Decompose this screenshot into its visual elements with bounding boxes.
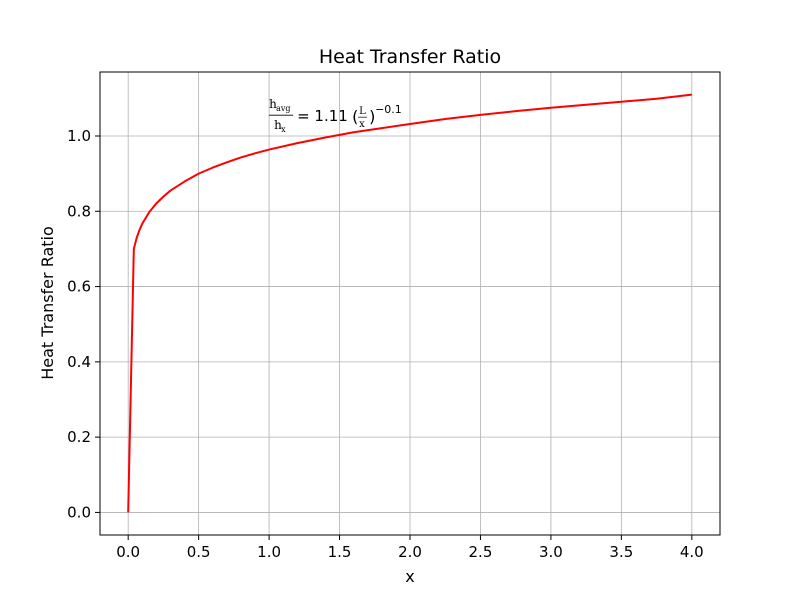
y-axis-label: Heat Transfer Ratio <box>38 226 57 380</box>
grid-lines <box>100 72 720 535</box>
series-line <box>127 93 692 513</box>
y-tick-label: 0.6 <box>67 278 91 296</box>
y-tick-label: 1.0 <box>67 127 91 145</box>
y-tick-label: 0.4 <box>67 353 91 371</box>
y-tick-label: 0.0 <box>67 503 91 521</box>
x-tick-label: 2.5 <box>469 543 493 561</box>
annotation-inner-numerator: L <box>359 106 366 117</box>
x-tick-label: 0.5 <box>187 543 211 561</box>
series-layer <box>127 93 692 513</box>
x-tick-label: 2.0 <box>398 543 422 561</box>
x-tick-label: 3.5 <box>609 543 633 561</box>
annotation-inner-denominator: x <box>359 119 365 130</box>
x-axis-label: x <box>405 567 414 586</box>
x-tick-label: 4.0 <box>680 543 704 561</box>
annotation-denominator-sub: x <box>281 125 286 134</box>
annotation-numerator: h <box>269 97 277 111</box>
x-tick-label: 1.0 <box>257 543 281 561</box>
x-tick-label: 1.5 <box>328 543 352 561</box>
annotation-paren-open: ( <box>352 107 358 126</box>
x-tick-label: 3.0 <box>539 543 563 561</box>
x-tick-label: 0.0 <box>116 543 140 561</box>
y-tick-label: 0.8 <box>67 202 91 220</box>
annotation-equals: = 1.11 <box>297 107 348 125</box>
x-axis: 0.0 0.5 1.0 1.5 2.0 2.5 3.0 3.5 4.0 <box>116 535 704 561</box>
chart-title: Heat Transfer Ratio <box>319 46 501 68</box>
annotation-exponent: −0.1 <box>375 103 402 116</box>
y-axis: 0.0 0.2 0.4 0.6 0.8 1.0 <box>67 127 100 521</box>
annotation-paren-close: ) <box>369 107 375 126</box>
y-tick-label: 0.2 <box>67 428 91 446</box>
annotation-numerator-sub: avg <box>276 104 290 113</box>
annotation-denominator: h <box>274 118 282 132</box>
